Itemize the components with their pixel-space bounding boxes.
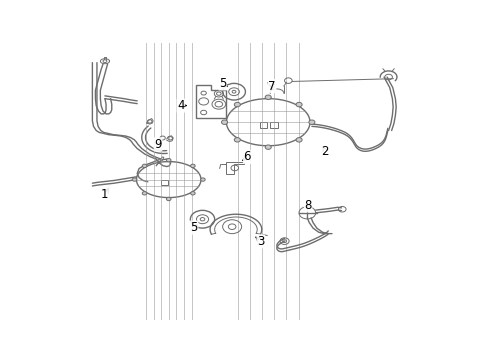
Text: 2: 2 bbox=[321, 145, 329, 158]
Circle shape bbox=[132, 178, 137, 181]
Circle shape bbox=[234, 138, 241, 142]
Circle shape bbox=[200, 178, 205, 181]
Text: 4: 4 bbox=[177, 99, 185, 112]
Text: 1: 1 bbox=[101, 188, 109, 201]
Circle shape bbox=[296, 138, 302, 142]
Circle shape bbox=[221, 120, 227, 125]
Circle shape bbox=[234, 102, 241, 107]
Text: 3: 3 bbox=[257, 235, 264, 248]
Text: 6: 6 bbox=[244, 150, 251, 163]
Circle shape bbox=[191, 164, 195, 167]
Circle shape bbox=[167, 158, 171, 162]
Text: 7: 7 bbox=[268, 80, 276, 93]
Circle shape bbox=[265, 95, 271, 99]
Circle shape bbox=[167, 197, 171, 201]
Circle shape bbox=[191, 192, 195, 195]
Circle shape bbox=[296, 102, 302, 107]
Circle shape bbox=[142, 164, 147, 167]
Text: 9: 9 bbox=[154, 138, 162, 151]
Text: 8: 8 bbox=[304, 199, 312, 212]
Circle shape bbox=[265, 145, 271, 149]
Circle shape bbox=[142, 192, 147, 195]
Circle shape bbox=[309, 120, 315, 125]
Text: 5: 5 bbox=[219, 77, 226, 90]
Text: 5: 5 bbox=[191, 221, 198, 234]
